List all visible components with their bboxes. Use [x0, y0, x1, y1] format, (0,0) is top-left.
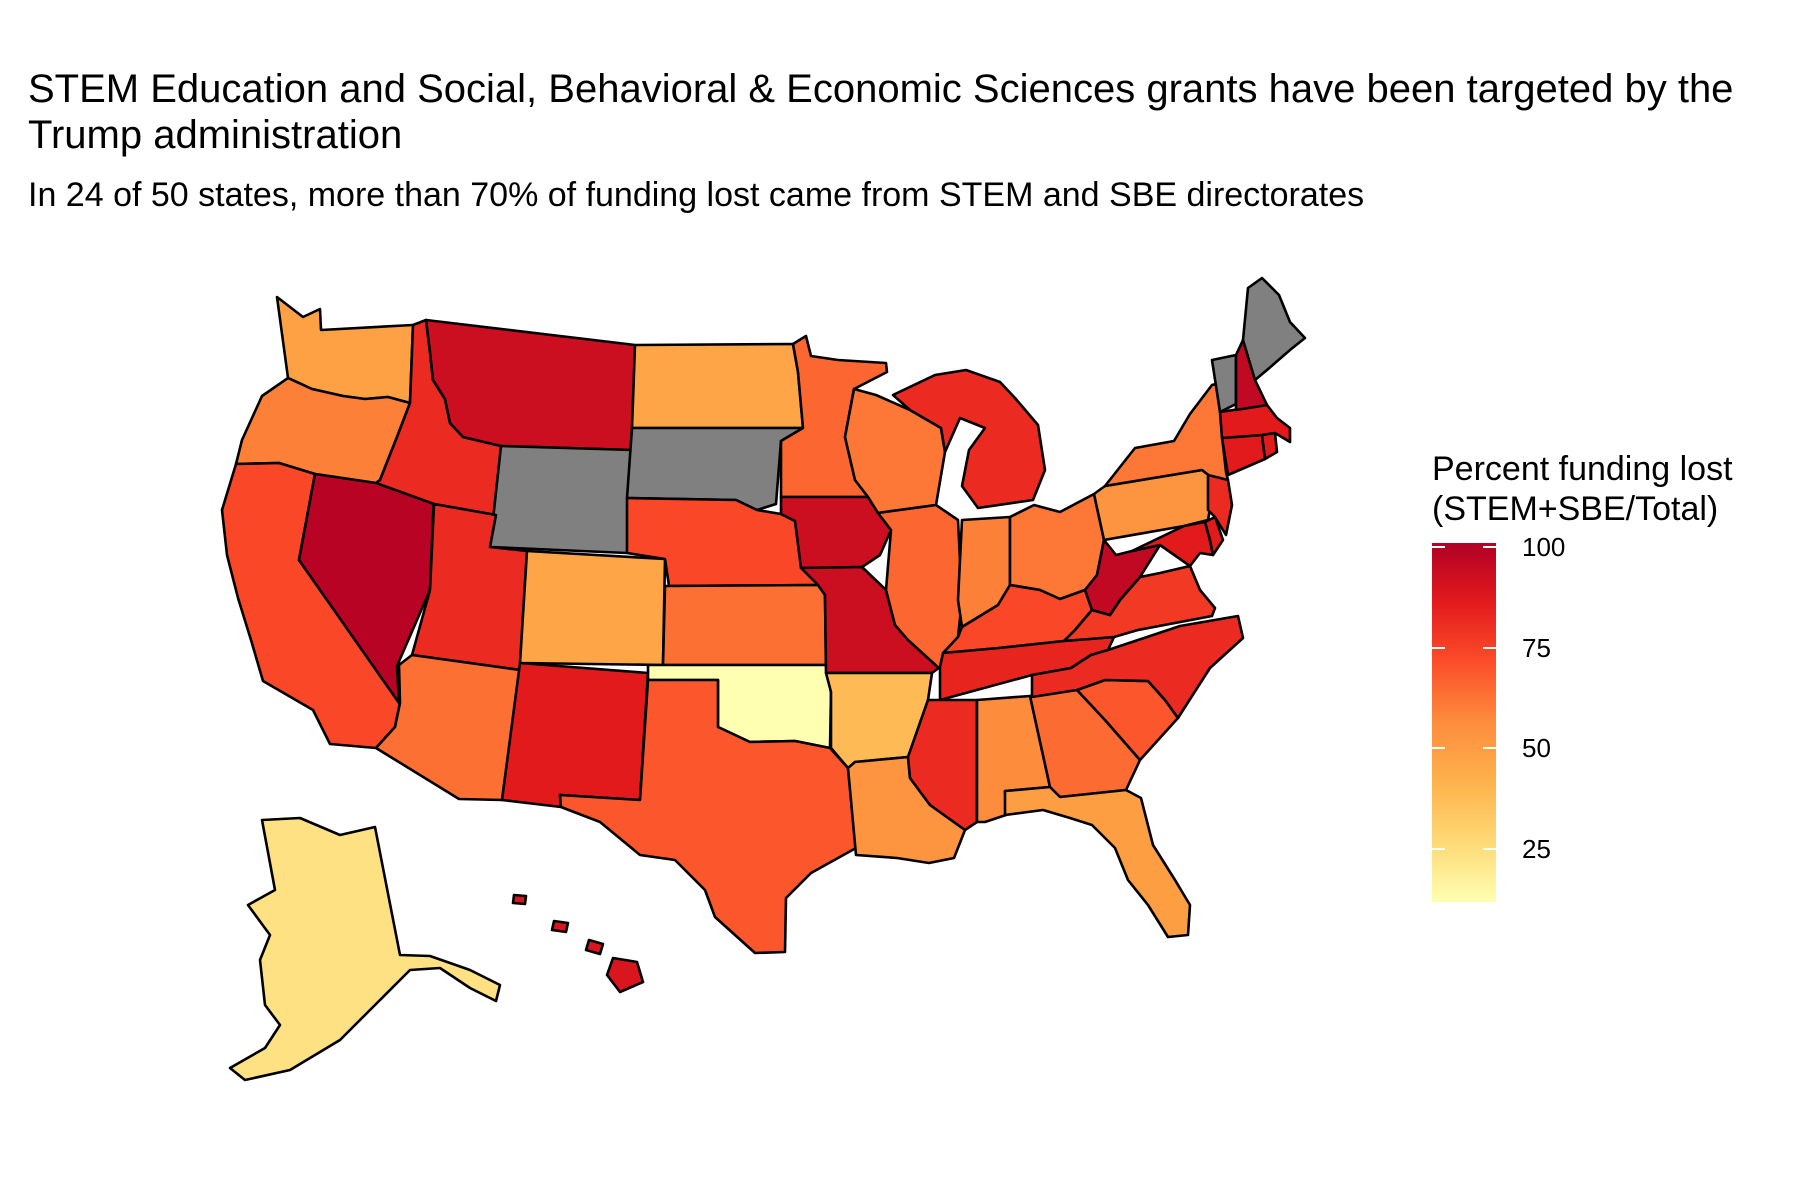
state-nc [1030, 614, 1245, 720]
legend-title: Percent funding lost (STEM+SBE/Total) [1432, 449, 1733, 529]
state-de [1203, 515, 1225, 557]
state-mo [799, 565, 942, 675]
state-ny [1103, 381, 1230, 488]
legend-tick-mark [1483, 647, 1496, 649]
state-ks [661, 583, 828, 667]
state-fl [1003, 785, 1192, 939]
title-line-2: Trump administration [28, 113, 403, 157]
legend-tick-mark [1432, 747, 1445, 749]
chart-subtitle: In 24 of 50 states, more than 70% of fun… [28, 176, 1365, 214]
chart-title: STEM Education and Social, Behavioral & … [28, 66, 1733, 158]
legend-tick-mark [1432, 647, 1445, 649]
state-nj [1206, 473, 1234, 537]
state-mi [891, 368, 1047, 510]
state-ri [1260, 431, 1279, 461]
legend-tick-mark [1483, 546, 1496, 548]
state-ma [1218, 403, 1292, 444]
legend-tick-label: 25 [1522, 834, 1551, 864]
legend-tick-label: 75 [1522, 633, 1551, 663]
legend-tick-label: 100 [1522, 532, 1566, 562]
legend-title-line-2: (STEM+SBE/Total) [1432, 490, 1719, 528]
state-nd [630, 342, 805, 430]
state-me [1241, 276, 1307, 382]
legend-tick-mark [1483, 848, 1496, 850]
state-hi-3 [584, 938, 605, 956]
title-line-1: STEM Education and Social, Behavioral & … [28, 67, 1734, 111]
state-ak [228, 816, 502, 1082]
state-co [518, 549, 667, 667]
legend-color-bar [1432, 543, 1496, 902]
legend-tick-label: 50 [1522, 733, 1551, 763]
state-nm [500, 661, 650, 809]
legend-tick-mark [1483, 747, 1496, 749]
state-wy [488, 444, 634, 555]
legend-tick-mark [1432, 848, 1445, 850]
state-ct [1220, 433, 1267, 477]
state-hi-4 [511, 893, 528, 906]
state-hi-1 [605, 956, 645, 994]
legend-tick-mark [1432, 546, 1445, 548]
legend-title-line-1: Percent funding lost [1432, 450, 1733, 488]
state-hi-2 [550, 919, 570, 934]
state-tx [558, 678, 858, 955]
state-nh [1234, 338, 1269, 412]
state-mt [424, 318, 637, 452]
